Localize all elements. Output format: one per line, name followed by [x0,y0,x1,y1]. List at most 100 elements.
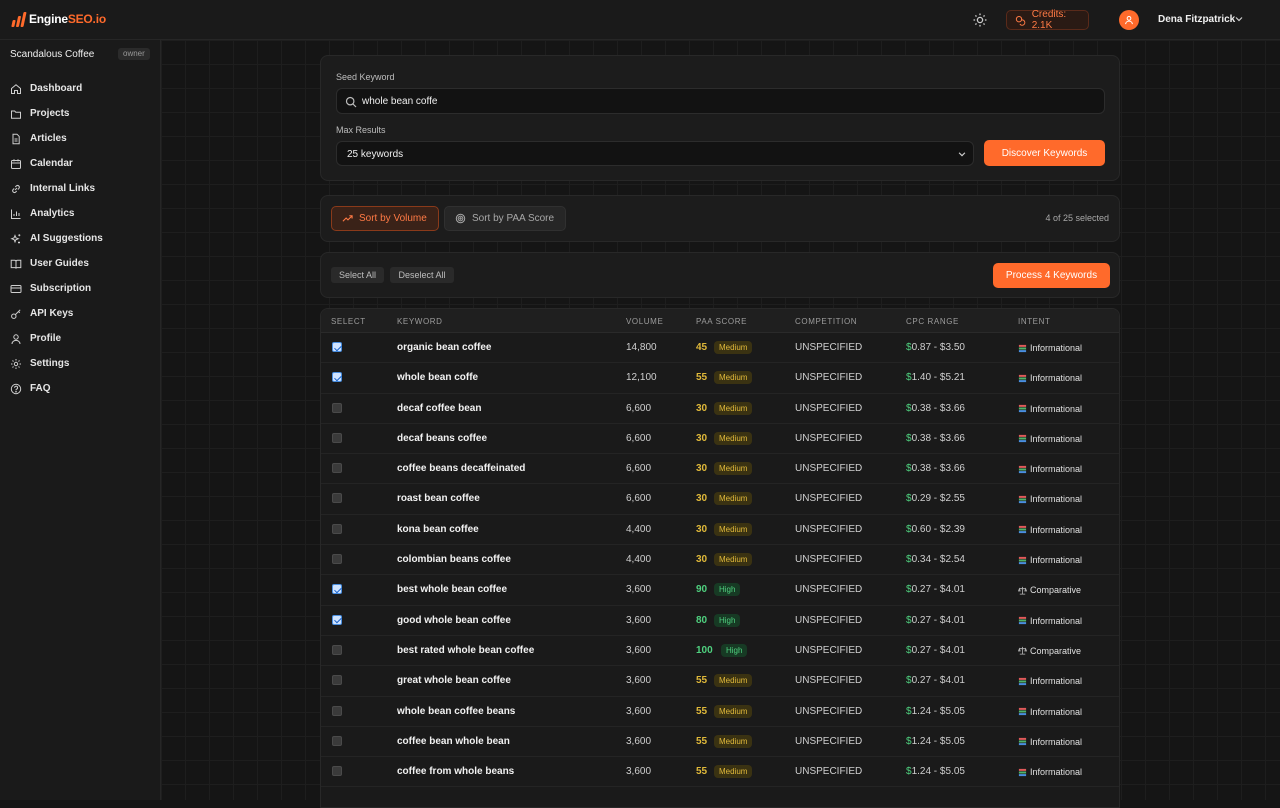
sidebar-item-settings[interactable]: Settings [0,351,160,376]
competition-cell: UNSPECIFIED [795,584,863,596]
sort-by-volume-button[interactable]: Sort by Volume [331,206,439,231]
row-checkbox[interactable] [332,493,342,504]
sidebar-item-projects[interactable]: Projects [0,101,160,126]
table-row[interactable]: best whole bean coffee 3,600 90 High UNSPECI… [321,575,1119,606]
table-row[interactable]: coffee bean whole bean 3,600 55 Medium UNSPE… [321,727,1119,758]
table-row[interactable]: colombian beans coffee 4,400 30 Medium UNSPE… [321,545,1119,576]
volume-cell: 3,600 [626,766,652,778]
row-checkbox[interactable] [332,644,342,655]
dollar-sign: $ [906,735,912,747]
row-checkbox[interactable] [332,614,342,625]
sidebar-item-ai-suggestions[interactable]: AI Suggestions [0,226,160,251]
sidebar-item-dashboard[interactable]: Dashboard [0,76,160,101]
sidebar-item-faq[interactable]: FAQ [0,376,160,401]
column-header-select[interactable]: SELECT [331,317,366,326]
workspace-name[interactable]: Scandalous Coffee [10,49,95,60]
competition-cell: UNSPECIFIED [795,614,863,626]
seed-keyword-value: whole bean coffe [362,96,438,107]
sort-by-paa-button[interactable]: Sort by PAA Score [444,206,566,231]
row-checkbox[interactable] [332,523,342,534]
process-keywords-button[interactable]: Process 4 Keywords [993,263,1110,288]
table-row[interactable]: whole bean coffee beans 3,600 55 Medium UNSP… [321,697,1119,727]
row-checkbox[interactable] [332,372,342,383]
table-row[interactable]: great whole bean coffee 3,600 55 Medium UNSP… [321,666,1119,697]
logo[interactable]: EngineSEO.io [11,11,106,27]
table-row[interactable]: decaf beans coffee 6,600 30 Medium UNSPECIFI… [321,424,1119,455]
cpc-range-value: 0.38 - $3.66 [911,463,965,475]
sidebar-item-profile[interactable]: Profile [0,326,160,351]
cpc-range-value: 0.38 - $3.66 [911,432,965,444]
seed-keyword-input[interactable]: whole bean coffe [336,88,1105,114]
deselect-all-button[interactable]: Deselect All [390,267,454,283]
user-name[interactable]: Dena Fitzpatrick [1158,14,1236,25]
table-row[interactable]: coffee from whole beans 3,600 55 Medium UNSP… [321,757,1119,788]
select-all-button[interactable]: Select All [331,267,384,283]
sparkles-icon [10,233,21,243]
row-checkbox[interactable] [332,342,342,352]
table-row[interactable]: roast bean coffee 6,600 30 Medium UNSPECIFIE… [321,484,1119,515]
sidebar-item-calendar[interactable]: Calendar [0,151,160,176]
column-header-paa-score[interactable]: PAA SCORE [696,317,748,326]
intent-cell: Informational [1018,616,1082,626]
key-icon [11,308,21,319]
row-checkbox[interactable] [332,766,342,777]
dollar-sign: $ [906,372,912,384]
sidebar-item-subscription[interactable]: Subscription [0,276,160,301]
dollar-sign: $ [906,342,912,353]
row-checkbox[interactable] [332,432,342,443]
sidebar-item-api-keys[interactable]: API Keys [0,301,160,326]
target-icon [455,213,466,224]
table-row[interactable]: organic bean coffee 14,800 45 Medium UNSPECI… [321,333,1119,364]
row-checkbox[interactable] [332,675,342,686]
row-checkbox[interactable] [332,463,342,474]
chevron-down-icon[interactable] [1233,13,1245,25]
intent-cell: Informational [1018,525,1082,535]
column-header-intent[interactable]: INTENT [1018,317,1051,326]
paa-level-badge: Medium [714,341,753,354]
row-checkbox[interactable] [332,584,342,595]
sun-icon[interactable] [972,12,988,28]
credits-badge[interactable]: Credits: 2.1K [1006,9,1089,31]
cpc-range-cell: $1.40 - $5.21 [906,372,965,383]
cpc-range-value: 0.27 - $4.01 [911,614,965,626]
sidebar-item-internal-links[interactable]: Internal Links [0,176,160,201]
paa-level-badge: Medium [714,765,753,779]
max-results-select[interactable]: 25 keywords [336,141,974,166]
table-row[interactable]: coffee beans decaffeinated 6,600 30 Medium U… [321,454,1119,485]
row-checkbox[interactable] [332,402,342,413]
column-header-competition[interactable]: COMPETITION [795,317,858,326]
logo-icon [11,11,27,27]
row-checkbox[interactable] [332,554,342,565]
competition-cell: UNSPECIFIED [795,493,863,505]
table-row[interactable]: kona bean coffee 4,400 30 Medium UNSPECIFIED… [321,515,1119,546]
paa-level-badge: Medium [714,704,753,718]
table-row[interactable]: whole bean coffe 12,100 55 Medium UNSPECIFIE… [321,363,1119,394]
column-header-keyword[interactable]: KEYWORD [397,317,443,326]
column-header-volume[interactable]: VOLUME [626,317,664,326]
row-checkbox[interactable] [332,705,342,716]
paa-score-cell: 55 [696,372,708,384]
row-checkbox[interactable] [332,735,342,746]
sidebar-item-articles[interactable]: Articles [0,126,160,151]
books-icon [1018,617,1027,625]
keyword-cell: great whole bean coffee [397,675,511,687]
sidebar-item-user-guides[interactable]: User Guides [0,251,160,276]
avatar[interactable] [1119,10,1139,30]
sidebar-item-label: AI Suggestions [30,233,103,244]
books-icon [1018,404,1027,413]
table-row[interactable]: good whole bean coffee 3,600 80 High UNSPECI… [321,606,1119,636]
intent-cell: Informational [1018,676,1082,686]
volume-cell: 3,600 [626,584,652,596]
sidebar-nav: Dashboard Projects Articles Calendar Int… [0,76,160,401]
sidebar-item-label: API Keys [30,308,74,319]
column-header-cpc-range[interactable]: CPC RANGE [906,317,959,326]
competition-cell: UNSPECIFIED [795,463,863,475]
sidebar-item-analytics[interactable]: Analytics [0,201,160,226]
table-row[interactable]: best rated whole bean coffee 3,600 100 High… [321,636,1119,667]
table-row[interactable]: decaf coffee bean 6,600 30 Medium UNSPECIFIE… [321,394,1119,424]
intent-cell: Informational [1018,707,1082,717]
paa-score-cell: 45 [696,342,708,353]
keyword-cell: coffee from whole beans [397,766,515,778]
discover-keywords-button[interactable]: Discover Keywords [984,140,1105,166]
keyword-cell: whole bean coffee beans [397,705,516,717]
